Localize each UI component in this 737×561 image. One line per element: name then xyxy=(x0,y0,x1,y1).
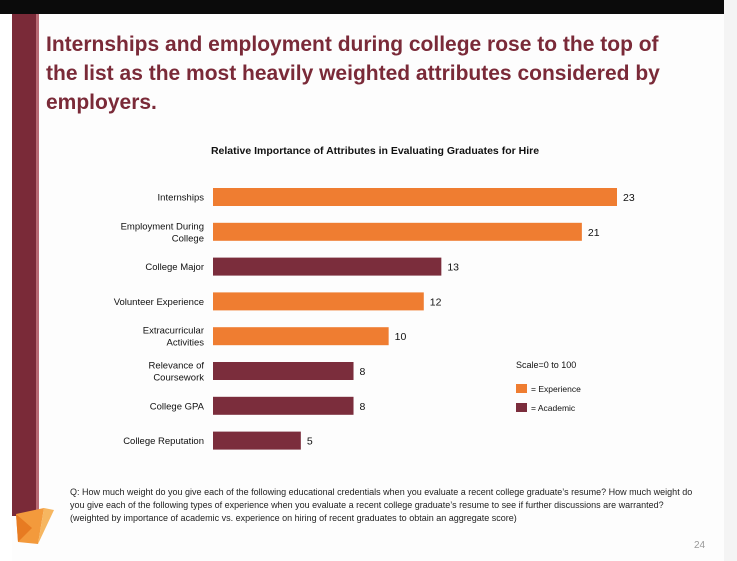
legend-label-academic: = Academic xyxy=(531,403,576,413)
legend-label-experience: = Experience xyxy=(531,384,581,394)
category-label-1-0: Employment During xyxy=(121,221,204,232)
category-label-5-0: Relevance of xyxy=(149,361,205,372)
slide-title: Internships and employment during colleg… xyxy=(46,33,660,114)
slide-background xyxy=(12,14,724,561)
bar-value-label-2: 13 xyxy=(447,262,459,274)
slide-accent-bar xyxy=(12,14,36,516)
bar-value-label-3: 12 xyxy=(430,296,442,308)
scale-note: Scale=0 to 100 xyxy=(516,360,576,370)
bar-6 xyxy=(213,396,354,415)
category-label-6-0: College GPA xyxy=(150,401,205,412)
brand-logo-icon xyxy=(16,508,54,544)
page-number: 24 xyxy=(694,540,706,551)
bar-value-label-5: 8 xyxy=(360,366,366,378)
bar-value-label-4: 10 xyxy=(395,331,407,343)
bar-1 xyxy=(213,222,582,241)
bar-value-label-7: 5 xyxy=(307,436,313,448)
survey-question-footnote: Q: How much weight do you give each of t… xyxy=(70,487,693,523)
bar-2 xyxy=(213,257,442,276)
bar-0 xyxy=(213,188,617,206)
category-label-0-0: Internships xyxy=(158,193,205,204)
legend-swatch-academic xyxy=(516,403,527,412)
bar-5 xyxy=(213,362,354,380)
legend-swatch-experience xyxy=(516,384,527,393)
category-label-7-0: College Reputation xyxy=(123,436,204,447)
bar-3 xyxy=(213,292,424,311)
category-label-1-1: College xyxy=(172,233,204,244)
category-label-4-0: Extracurricular xyxy=(143,326,204,337)
chart-title: Relative Importance of Attributes in Eva… xyxy=(211,145,539,157)
bar-value-label-0: 23 xyxy=(623,192,635,204)
window-right-edge xyxy=(724,0,737,561)
bar-7 xyxy=(213,431,301,450)
window-top-edge xyxy=(0,0,737,14)
slide-accent-stripe xyxy=(36,14,39,516)
bar-value-label-6: 8 xyxy=(360,401,366,413)
category-label-2-0: College Major xyxy=(145,262,204,273)
category-label-3-0: Volunteer Experience xyxy=(114,297,204,308)
bar-4 xyxy=(213,327,389,346)
category-label-4-1: Activities xyxy=(167,338,205,349)
bar-value-label-1: 21 xyxy=(588,227,600,239)
category-label-5-1: Coursework xyxy=(153,373,204,384)
chart-legend: Scale=0 to 100 = Experience = Academic xyxy=(516,360,581,413)
